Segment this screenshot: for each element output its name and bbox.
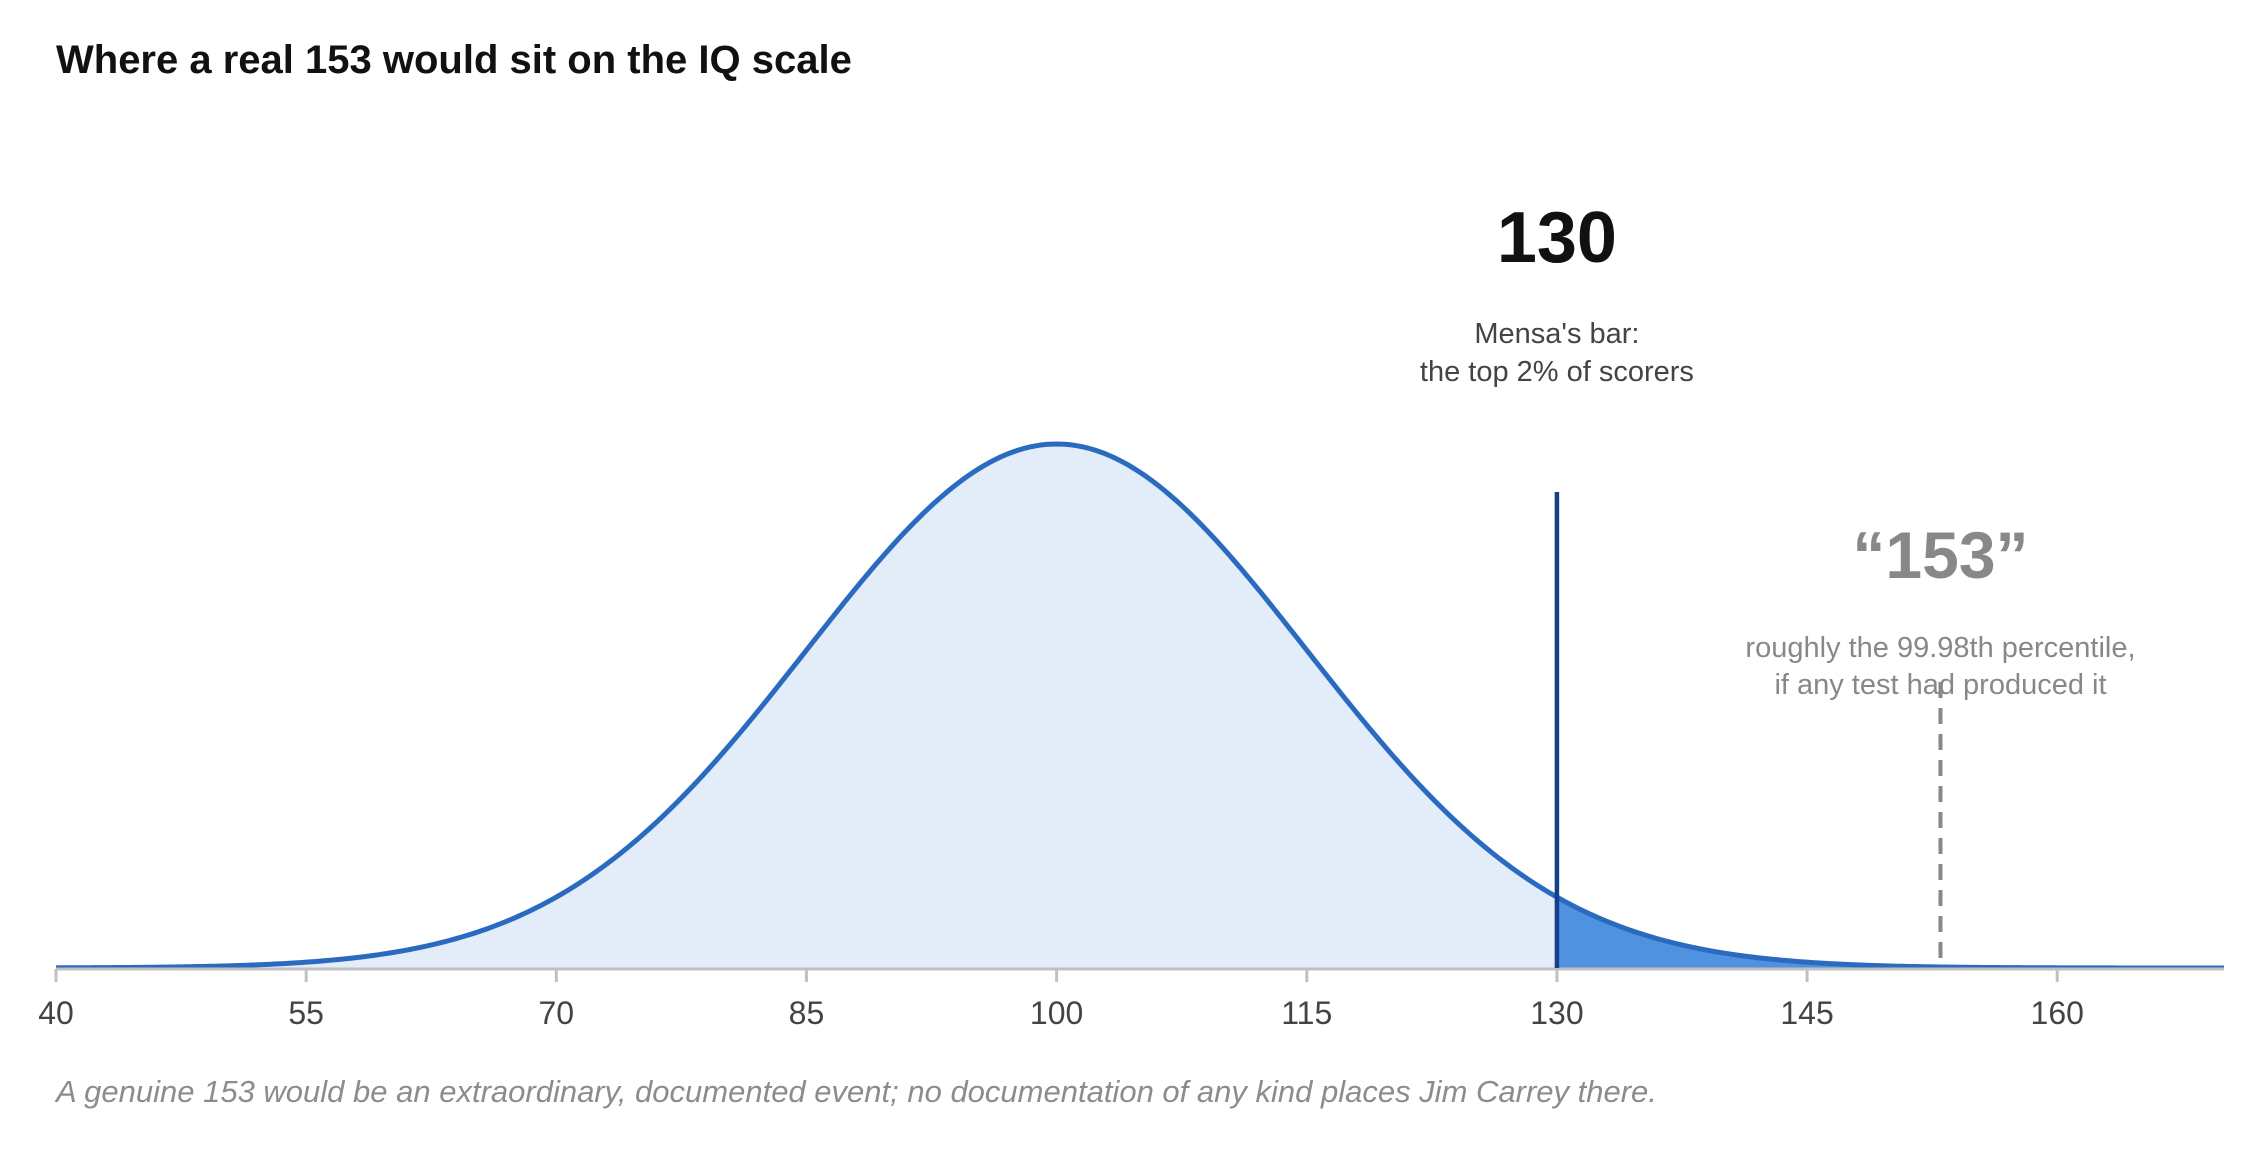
x-tick-label: 70 [539, 995, 575, 1031]
mensa-marker-note: the top 2% of scorers [1420, 356, 1694, 388]
mensa-marker-note: Mensa's bar: [1474, 318, 1639, 350]
x-tick-label: 115 [1281, 995, 1332, 1031]
x-axis-ticks: 40 55 70 85 100 115 130 145 160 [38, 969, 2084, 1031]
x-tick-label: 55 [288, 995, 324, 1031]
claim-marker-note: roughly the 99.98th percentile, [1745, 632, 2135, 664]
chart-footnote: A genuine 153 would be an extraordinary,… [56, 1074, 1657, 1109]
chart-markers: 130 Mensa's bar: the top 2% of scorers “153… [1420, 198, 2136, 968]
tail-area-above-130 [1556, 897, 2224, 968]
claim-marker-value: “153” [1852, 518, 2028, 592]
chart-title: Where a real 153 would sit on the IQ sca… [56, 38, 852, 82]
x-tick-label: 160 [2031, 995, 2084, 1031]
claim-marker-note: if any test had produced it [1774, 669, 2106, 701]
distribution-area [56, 444, 2224, 968]
x-tick-label: 85 [789, 995, 825, 1031]
distribution-curve [55, 441, 2224, 971]
mensa-marker-value: 130 [1497, 198, 1617, 278]
x-tick-label: 130 [1530, 995, 1583, 1031]
x-tick-label: 40 [38, 995, 74, 1031]
x-tick-label: 145 [1780, 995, 1833, 1031]
x-tick-label: 100 [1030, 995, 1083, 1031]
